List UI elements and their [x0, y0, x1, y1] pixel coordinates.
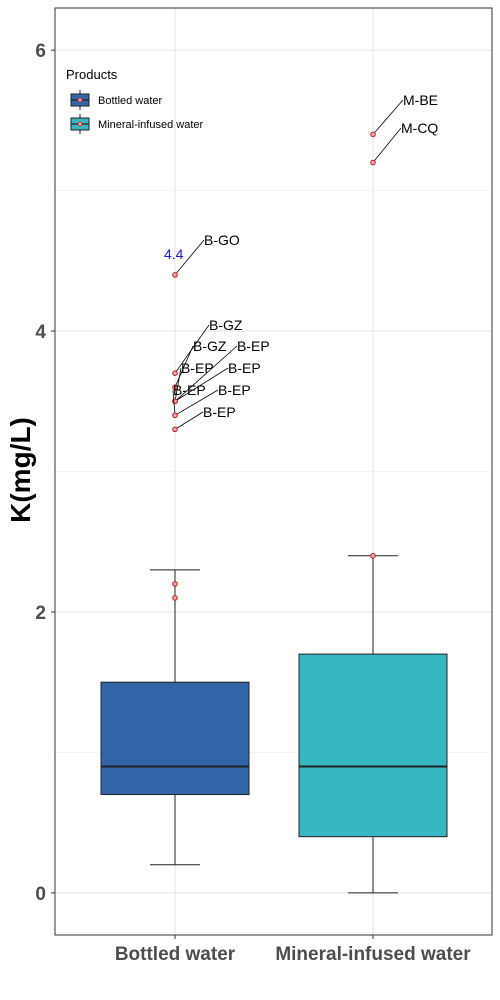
outlier-label: M-CQ	[401, 120, 438, 136]
outlier-label: B-EP	[228, 360, 261, 376]
x-tick-label: Mineral-infused water	[275, 944, 471, 965]
y-tick-label: 2	[35, 603, 46, 624]
outlier-leader-line	[372, 127, 402, 163]
outlier-label: B-EP	[203, 404, 236, 420]
legend: Products Bottled water Mineral-infused wa…	[66, 67, 203, 134]
x-tick-label: Bottled water	[115, 944, 236, 965]
y-axis-title: K(mg/L)	[5, 417, 36, 523]
legend-label: Bottled water	[98, 95, 163, 107]
outlier-leader-line	[174, 239, 205, 276]
box-iqr	[298, 653, 448, 838]
y-tick-label: 4	[35, 322, 46, 343]
outlier-label: B-GO	[204, 232, 240, 248]
data-point	[172, 595, 178, 601]
outlier-leader-line	[174, 345, 194, 388]
outlier-leader-line	[174, 345, 238, 402]
data-point	[370, 552, 376, 559]
outlier-leader-line	[174, 389, 219, 416]
outlier-label: B-GZ	[209, 317, 243, 333]
y-tick-label: 0	[35, 884, 46, 905]
outlier-point	[172, 426, 178, 433]
legend-title: Products	[66, 67, 118, 82]
legend-point	[77, 97, 83, 103]
outlier-leader-line	[174, 411, 204, 430]
outlier-label: B-EP	[181, 360, 214, 376]
value-label: 4.4	[164, 246, 184, 262]
outlier-label: M-BE	[403, 92, 438, 108]
outliers: B-GOB-GZB-GZB-EPB-EPB-EPB-EP B-EPB-EP4.4M…	[164, 92, 438, 601]
outlier-label: B-GZ	[193, 338, 227, 354]
legend-label: Mineral-infused water	[98, 119, 203, 131]
legend-item: Mineral-infused water	[70, 114, 203, 134]
outlier-point	[370, 159, 376, 166]
axes: 0 2 4 6 Bottled water Mineral-infused water	[35, 41, 471, 965]
outlier-point	[172, 370, 178, 376]
legend-point	[77, 121, 83, 127]
box-iqr	[100, 681, 250, 796]
y-tick-label: 6	[35, 41, 46, 62]
outlier-label: B-EP	[173, 382, 206, 398]
outlier-label: B-EP	[237, 338, 270, 354]
legend-item: Bottled water	[70, 90, 163, 110]
data-point	[172, 581, 178, 587]
outlier-point	[370, 131, 376, 138]
outlier-leader-line	[172, 389, 176, 416]
outlier-point	[172, 412, 178, 419]
outlier-leader-line	[174, 367, 182, 402]
outlier-point	[172, 272, 178, 278]
outlier-label: B-EP	[218, 382, 251, 398]
plot-panel-border	[54, 7, 493, 936]
boxes	[100, 555, 448, 894]
outlier-leader-line	[174, 367, 229, 402]
outlier-leader-line	[372, 99, 404, 135]
